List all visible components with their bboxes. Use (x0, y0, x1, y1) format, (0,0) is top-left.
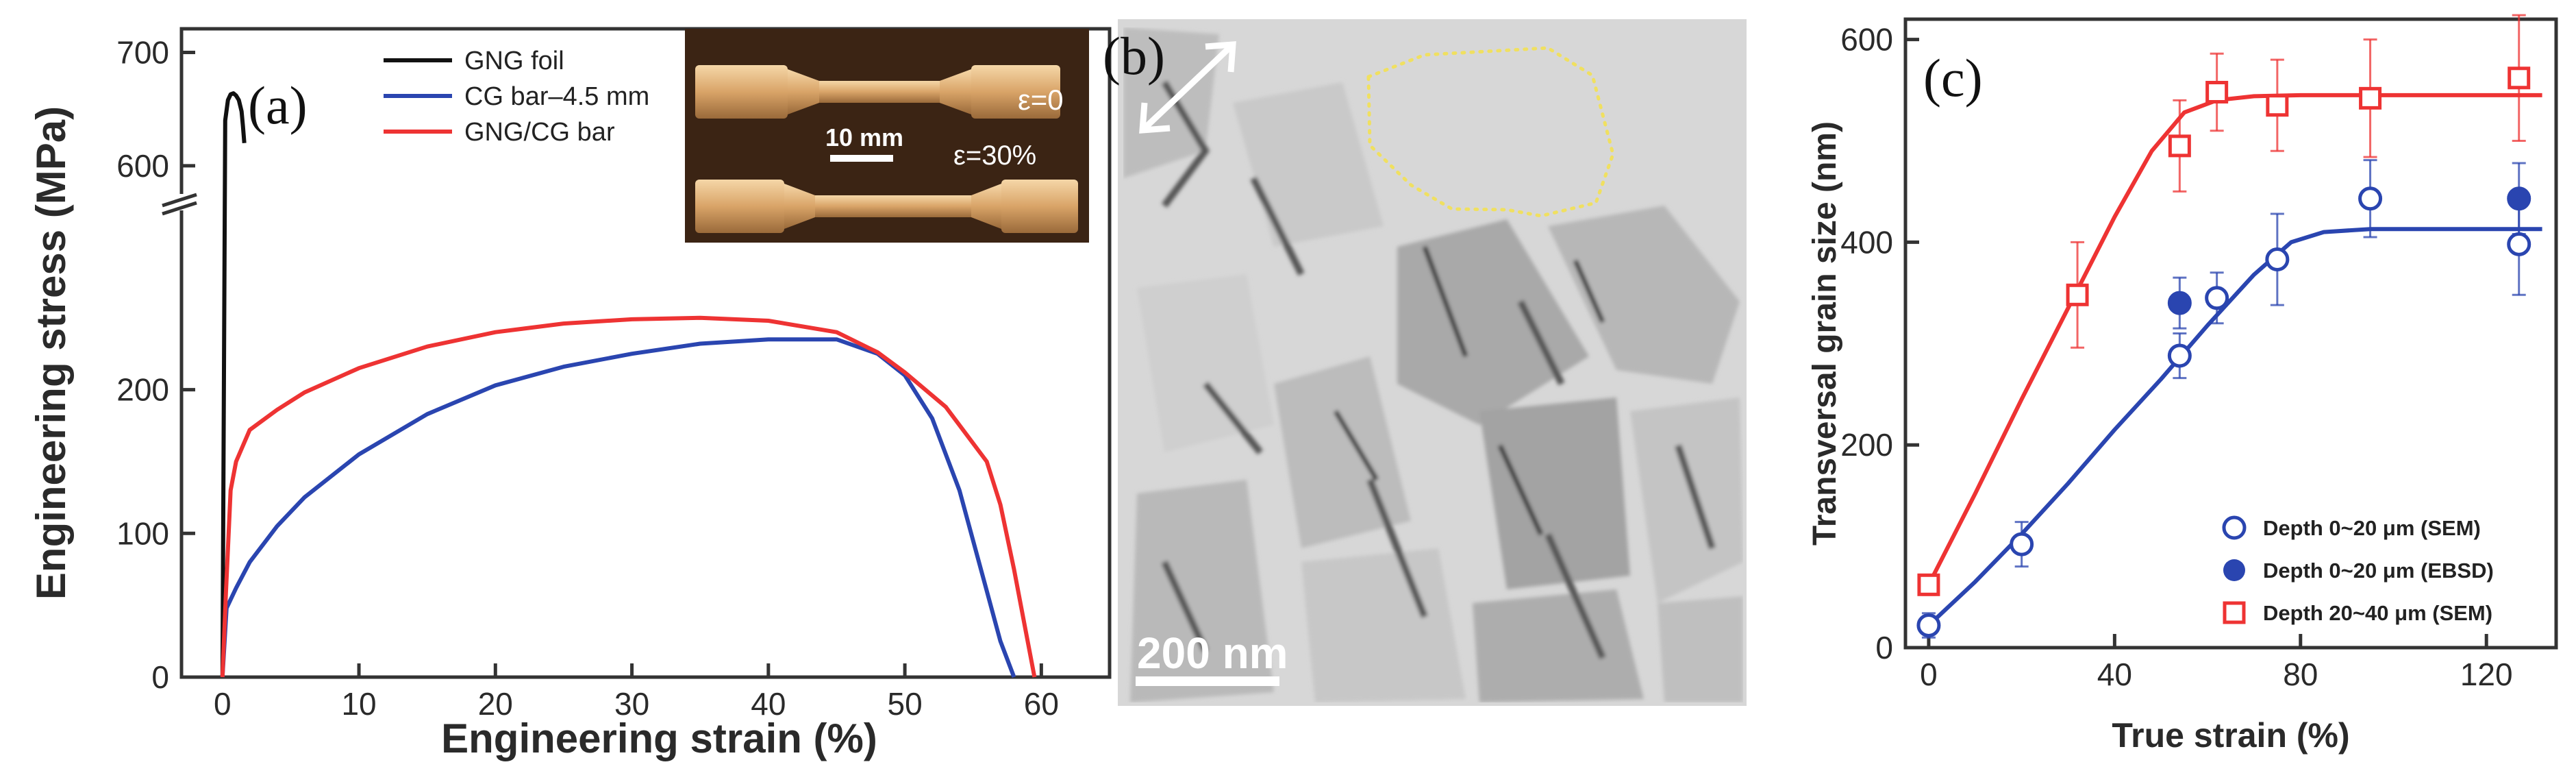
panel-c-axes: 0 40 80 120 0 200 400 600 True strain (%) Transve… (1807, 14, 2558, 755)
panel-c-x-tick-label: 120 (2460, 657, 2513, 692)
panel-c-legend-label-2: Depth 20~40 μm (SEM) (2263, 601, 2492, 625)
panel-c-legend: Depth 0~20 μm (SEM) Depth 0~20 μm (EBSD) D… (2222, 515, 2494, 625)
axis-break-mark (162, 201, 197, 216)
panel-c-legend-label-1: Depth 0~20 μm (EBSD) (2263, 559, 2494, 583)
panel-a-x-axis-label: Engineering strain (%) (441, 715, 877, 761)
panel-c-legend-label-0: Depth 0~20 μm (SEM) (2263, 516, 2481, 540)
panel-c-fit-line-1 (1927, 93, 2542, 586)
panel-a-frame (179, 27, 1112, 679)
panel-a-x-tick-label: 60 (1024, 686, 1059, 722)
panel-c-point-open (2010, 532, 2034, 556)
panel-c-point-square (2359, 86, 2382, 110)
panel-c-point-square (2168, 134, 2191, 158)
panel-c-point-open (2167, 343, 2192, 368)
panel-c-x-tick-label: 40 (2097, 657, 2132, 692)
panel-a-x-tick-label: 10 (341, 686, 376, 722)
panel-c-y-tick-label: 200 (1840, 427, 1893, 463)
micrograph-grain-texture (1123, 27, 1743, 702)
panel-a-legend: GNG foil CG bar–4.5 mm GNG/CG bar (384, 47, 649, 147)
panel-a-y-tick-label: 700 (116, 35, 169, 71)
micrograph-scalebar (1136, 676, 1279, 686)
panel-c-point-filled (2167, 291, 2192, 315)
inset-strain-label-0: ε=0 (1018, 84, 1064, 116)
panel-b-tem-micrograph: 200 nm (b) (1103, 19, 1747, 706)
panel-c-y-axis-label: Transversal grain size (nm) (1807, 121, 1843, 546)
panel-c-grain-size-chart: 0 40 80 120 0 200 400 600 True strain (%) Transve… (1807, 14, 2558, 755)
panel-a-x-tick-label: 50 (888, 686, 923, 722)
panel-a-y-tick-label: 600 (116, 148, 169, 184)
micrograph-scalebar-label: 200 nm (1137, 628, 1288, 678)
specimen-bottom (695, 180, 1078, 233)
panel-c-point-open (2205, 286, 2229, 310)
panel-a-legend-label-2: GNG/CG bar (464, 118, 615, 147)
panel-a-series-line-1 (220, 337, 1016, 678)
axis-break-mark (162, 193, 197, 208)
panel-c-y-tick-label: 600 (1840, 22, 1893, 58)
panel-c-legend-marker-1 (2223, 559, 2245, 581)
panel-c-point-open (2358, 186, 2383, 211)
tensile-specimen-inset: ε=0 ε=30% 10 mm (685, 29, 1089, 243)
inset-scalebar (830, 155, 893, 162)
panel-b-label: (b) (1103, 26, 1165, 86)
panel-c-y-tick-label: 400 (1840, 224, 1893, 260)
panel-a-x-tick-label: 40 (751, 686, 786, 722)
panel-c-legend-marker-2 (2223, 601, 2246, 624)
panel-c-frame (1903, 17, 2558, 650)
panel-c-x-tick-label: 0 (1920, 657, 1938, 692)
panel-c-y-tick-label: 0 (1875, 630, 1893, 665)
panel-c-legend-marker-0 (2222, 515, 2247, 540)
panel-a-y-tick-label: 200 (116, 372, 169, 408)
panel-a-label: (a) (248, 75, 308, 135)
inset-scalebar-label: 10 mm (825, 123, 903, 151)
panel-a-legend-label-1: CG bar–4.5 mm (464, 82, 649, 111)
panel-a-x-tick-label: 20 (478, 686, 513, 722)
panel-a-series-line-0 (220, 91, 247, 678)
panel-a-x-tick-label: 30 (614, 686, 649, 722)
panel-c-x-axis-label: True strain (%) (2112, 716, 2349, 755)
panel-a-y-axis-label: Engineering stress (MPa) (28, 106, 74, 600)
panel-c-point-open (2507, 232, 2531, 256)
double-arrow (1139, 41, 1236, 134)
grain-outline (1366, 46, 1615, 218)
panel-c-x-tick-label: 80 (2283, 657, 2318, 692)
panel-a-y-tick-label: 0 (151, 659, 169, 695)
panel-c-point-square (2205, 80, 2229, 103)
panel-c-point-square (2066, 283, 2089, 306)
panel-c-point-filled (2507, 186, 2531, 211)
panel-a-x-tick-label: 0 (214, 686, 232, 722)
panel-c-point-square (2266, 94, 2289, 117)
panel-c-point-open (1916, 613, 1941, 637)
panel-a-series-line-2 (220, 315, 1037, 678)
inset-strain-label-30: ε=30% (953, 140, 1036, 171)
specimen-top (695, 65, 1060, 119)
panel-a-y-tick-label: 100 (116, 515, 169, 551)
panel-c-point-square (1917, 573, 1940, 596)
panel-c-point-square (2508, 66, 2531, 90)
panel-a-legend-label-0: GNG foil (464, 47, 564, 75)
panel-c-label: (c) (1923, 48, 1983, 108)
panel-c-point-open (2265, 247, 2290, 272)
